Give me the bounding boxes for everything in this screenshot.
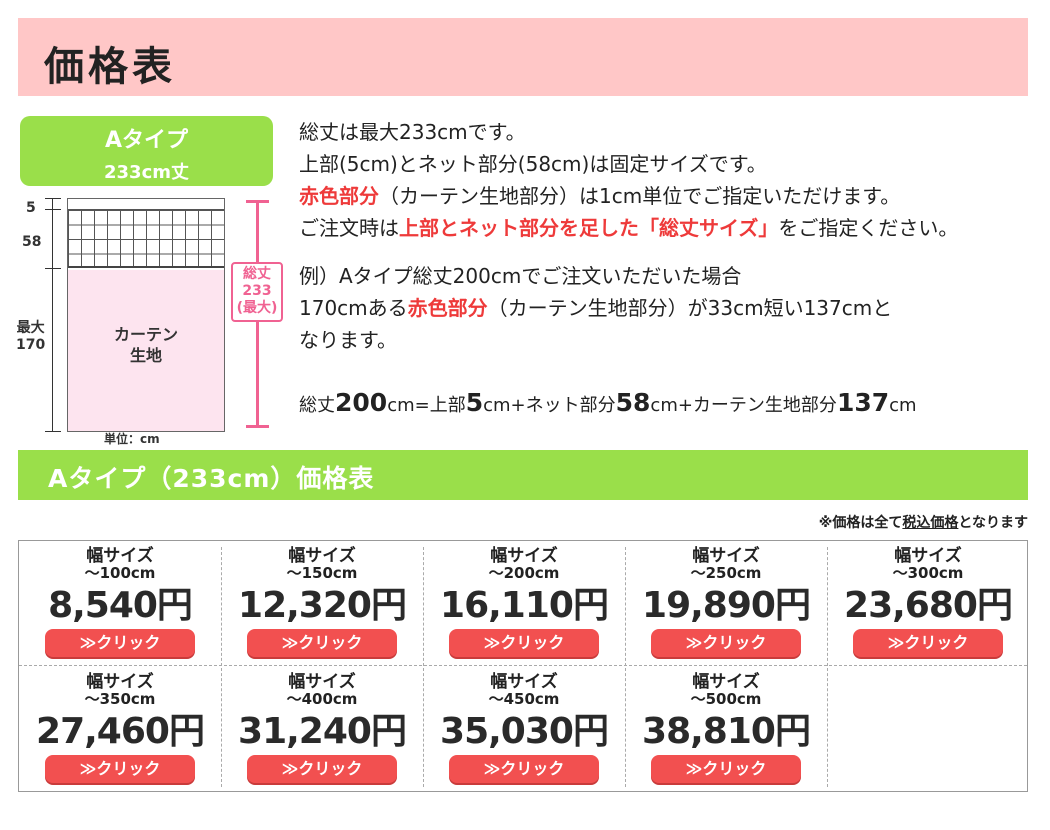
price-value: 8,540円	[48, 585, 193, 626]
price-cell: 幅サイズ ～300cm 23,680円 ≫クリック	[827, 541, 1029, 665]
curtain-frame: カーテン 生地	[67, 198, 225, 432]
click-button[interactable]: ≫クリック	[449, 629, 599, 657]
width-range: ～300cm	[892, 564, 964, 582]
dim-axis	[52, 198, 53, 432]
dim-tick	[45, 209, 61, 210]
example-line-2: 170cmある赤色部分（カーテン生地部分）が33cm短い137cmと	[299, 296, 893, 320]
unit-label: 単位：cm	[104, 432, 160, 446]
page-header: 価格表	[18, 18, 1028, 96]
dim-tick	[45, 268, 61, 269]
click-button[interactable]: ≫クリック	[45, 755, 195, 783]
price-cell: 幅サイズ ～150cm 12,320円 ≫クリック	[221, 541, 423, 665]
total-size-note: 上部とネット部分を足した「総丈サイズ」	[399, 216, 779, 240]
total-length-cap-bottom	[246, 425, 269, 428]
click-button[interactable]: ≫クリック	[247, 629, 397, 657]
red-part-label: 赤色部分	[299, 184, 379, 208]
size-formula: 総丈200cm=上部5cm+ネット部分58cm+カーテン生地部分137cm	[299, 388, 917, 417]
description: 総丈は最大233cmです。 上部(5cm)とネット部分(58cm)は固定サイズで…	[299, 116, 1039, 356]
price-section-title: Aタイプ（233cm）価格表	[48, 464, 375, 493]
desc-line-4: ご注文時は上部とネット部分を足した「総丈サイズ」をご指定ください。	[299, 216, 959, 240]
click-button[interactable]: ≫クリック	[449, 755, 599, 783]
fabric-label: カーテン 生地	[113, 325, 178, 365]
price-cell: 幅サイズ ～400cm 31,240円 ≫クリック	[221, 667, 423, 791]
top-dim-label: 5	[26, 200, 36, 216]
width-range: ～400cm	[286, 690, 358, 708]
desc-line-1: 総丈は最大233cmです。	[299, 120, 526, 144]
total-length-cap-top	[246, 200, 269, 203]
price-value: 31,240円	[238, 711, 407, 752]
price-cell: 幅サイズ ～450cm 35,030円 ≫クリック	[423, 667, 625, 791]
price-section-header: Aタイプ（233cm）価格表	[18, 450, 1028, 500]
width-range: ～150cm	[286, 564, 358, 582]
curtain-fabric-part: カーテン 生地	[68, 270, 224, 431]
type-badge: Aタイプ 233cm丈	[20, 116, 273, 186]
desc-line-3: 赤色部分（カーテン生地部分）は1cm単位でご指定いただけます。	[299, 184, 901, 208]
width-range: ～250cm	[690, 564, 762, 582]
page-title: 価格表	[44, 44, 176, 90]
price-value: 23,680円	[844, 585, 1013, 626]
tax-note: ※価格は全て税込価格となります	[818, 515, 1028, 531]
width-range: ～500cm	[690, 690, 762, 708]
width-range: ～450cm	[488, 690, 560, 708]
curtain-net-part	[68, 210, 224, 268]
price-value: 16,110円	[440, 585, 609, 626]
total-length-label: 総丈 233 (最大)	[231, 262, 283, 322]
curtain-top-part	[68, 199, 224, 210]
price-cell: 幅サイズ ～250cm 19,890円 ≫クリック	[625, 541, 827, 665]
price-cell: 幅サイズ ～500cm 38,810円 ≫クリック	[625, 667, 827, 791]
width-range: ～100cm	[84, 564, 156, 582]
click-button[interactable]: ≫クリック	[45, 629, 195, 657]
price-value: 35,030円	[440, 711, 609, 752]
desc-line-2: 上部(5cm)とネット部分(58cm)は固定サイズです。	[299, 152, 767, 176]
price-cell: 幅サイズ ～200cm 16,110円 ≫クリック	[423, 541, 625, 665]
click-button[interactable]: ≫クリック	[651, 755, 801, 783]
price-cell: 幅サイズ ～350cm 27,460円 ≫クリック	[19, 667, 221, 791]
net-dim-label: 58	[22, 234, 42, 250]
price-table: 幅サイズ ～100cm 8,540円 ≫クリック 幅サイズ ～150cm 12,…	[18, 540, 1028, 792]
example-line-3: なります。	[299, 328, 397, 352]
type-name: Aタイプ	[104, 128, 189, 153]
price-value: 27,460円	[36, 711, 205, 752]
price-cell: 幅サイズ ～100cm 8,540円 ≫クリック	[19, 541, 221, 665]
click-button[interactable]: ≫クリック	[651, 629, 801, 657]
click-button[interactable]: ≫クリック	[853, 629, 1003, 657]
example-line-1: 例）Aタイプ総丈200cmでご注文いただいた場合	[299, 264, 742, 288]
width-range: ～200cm	[488, 564, 560, 582]
dim-tick	[45, 198, 61, 199]
price-value: 19,890円	[642, 585, 811, 626]
dim-tick	[45, 431, 61, 432]
click-button[interactable]: ≫クリック	[247, 755, 397, 783]
price-value: 38,810円	[642, 711, 811, 752]
width-range: ～350cm	[84, 690, 156, 708]
price-value: 12,320円	[238, 585, 407, 626]
type-length: 233cm丈	[104, 162, 189, 183]
curtain-diagram: 5 58 最大 170 カーテン 生地 総丈 233 (最大) 単位：cm	[0, 190, 300, 450]
fabric-dim-label: 最大 170	[16, 320, 46, 353]
